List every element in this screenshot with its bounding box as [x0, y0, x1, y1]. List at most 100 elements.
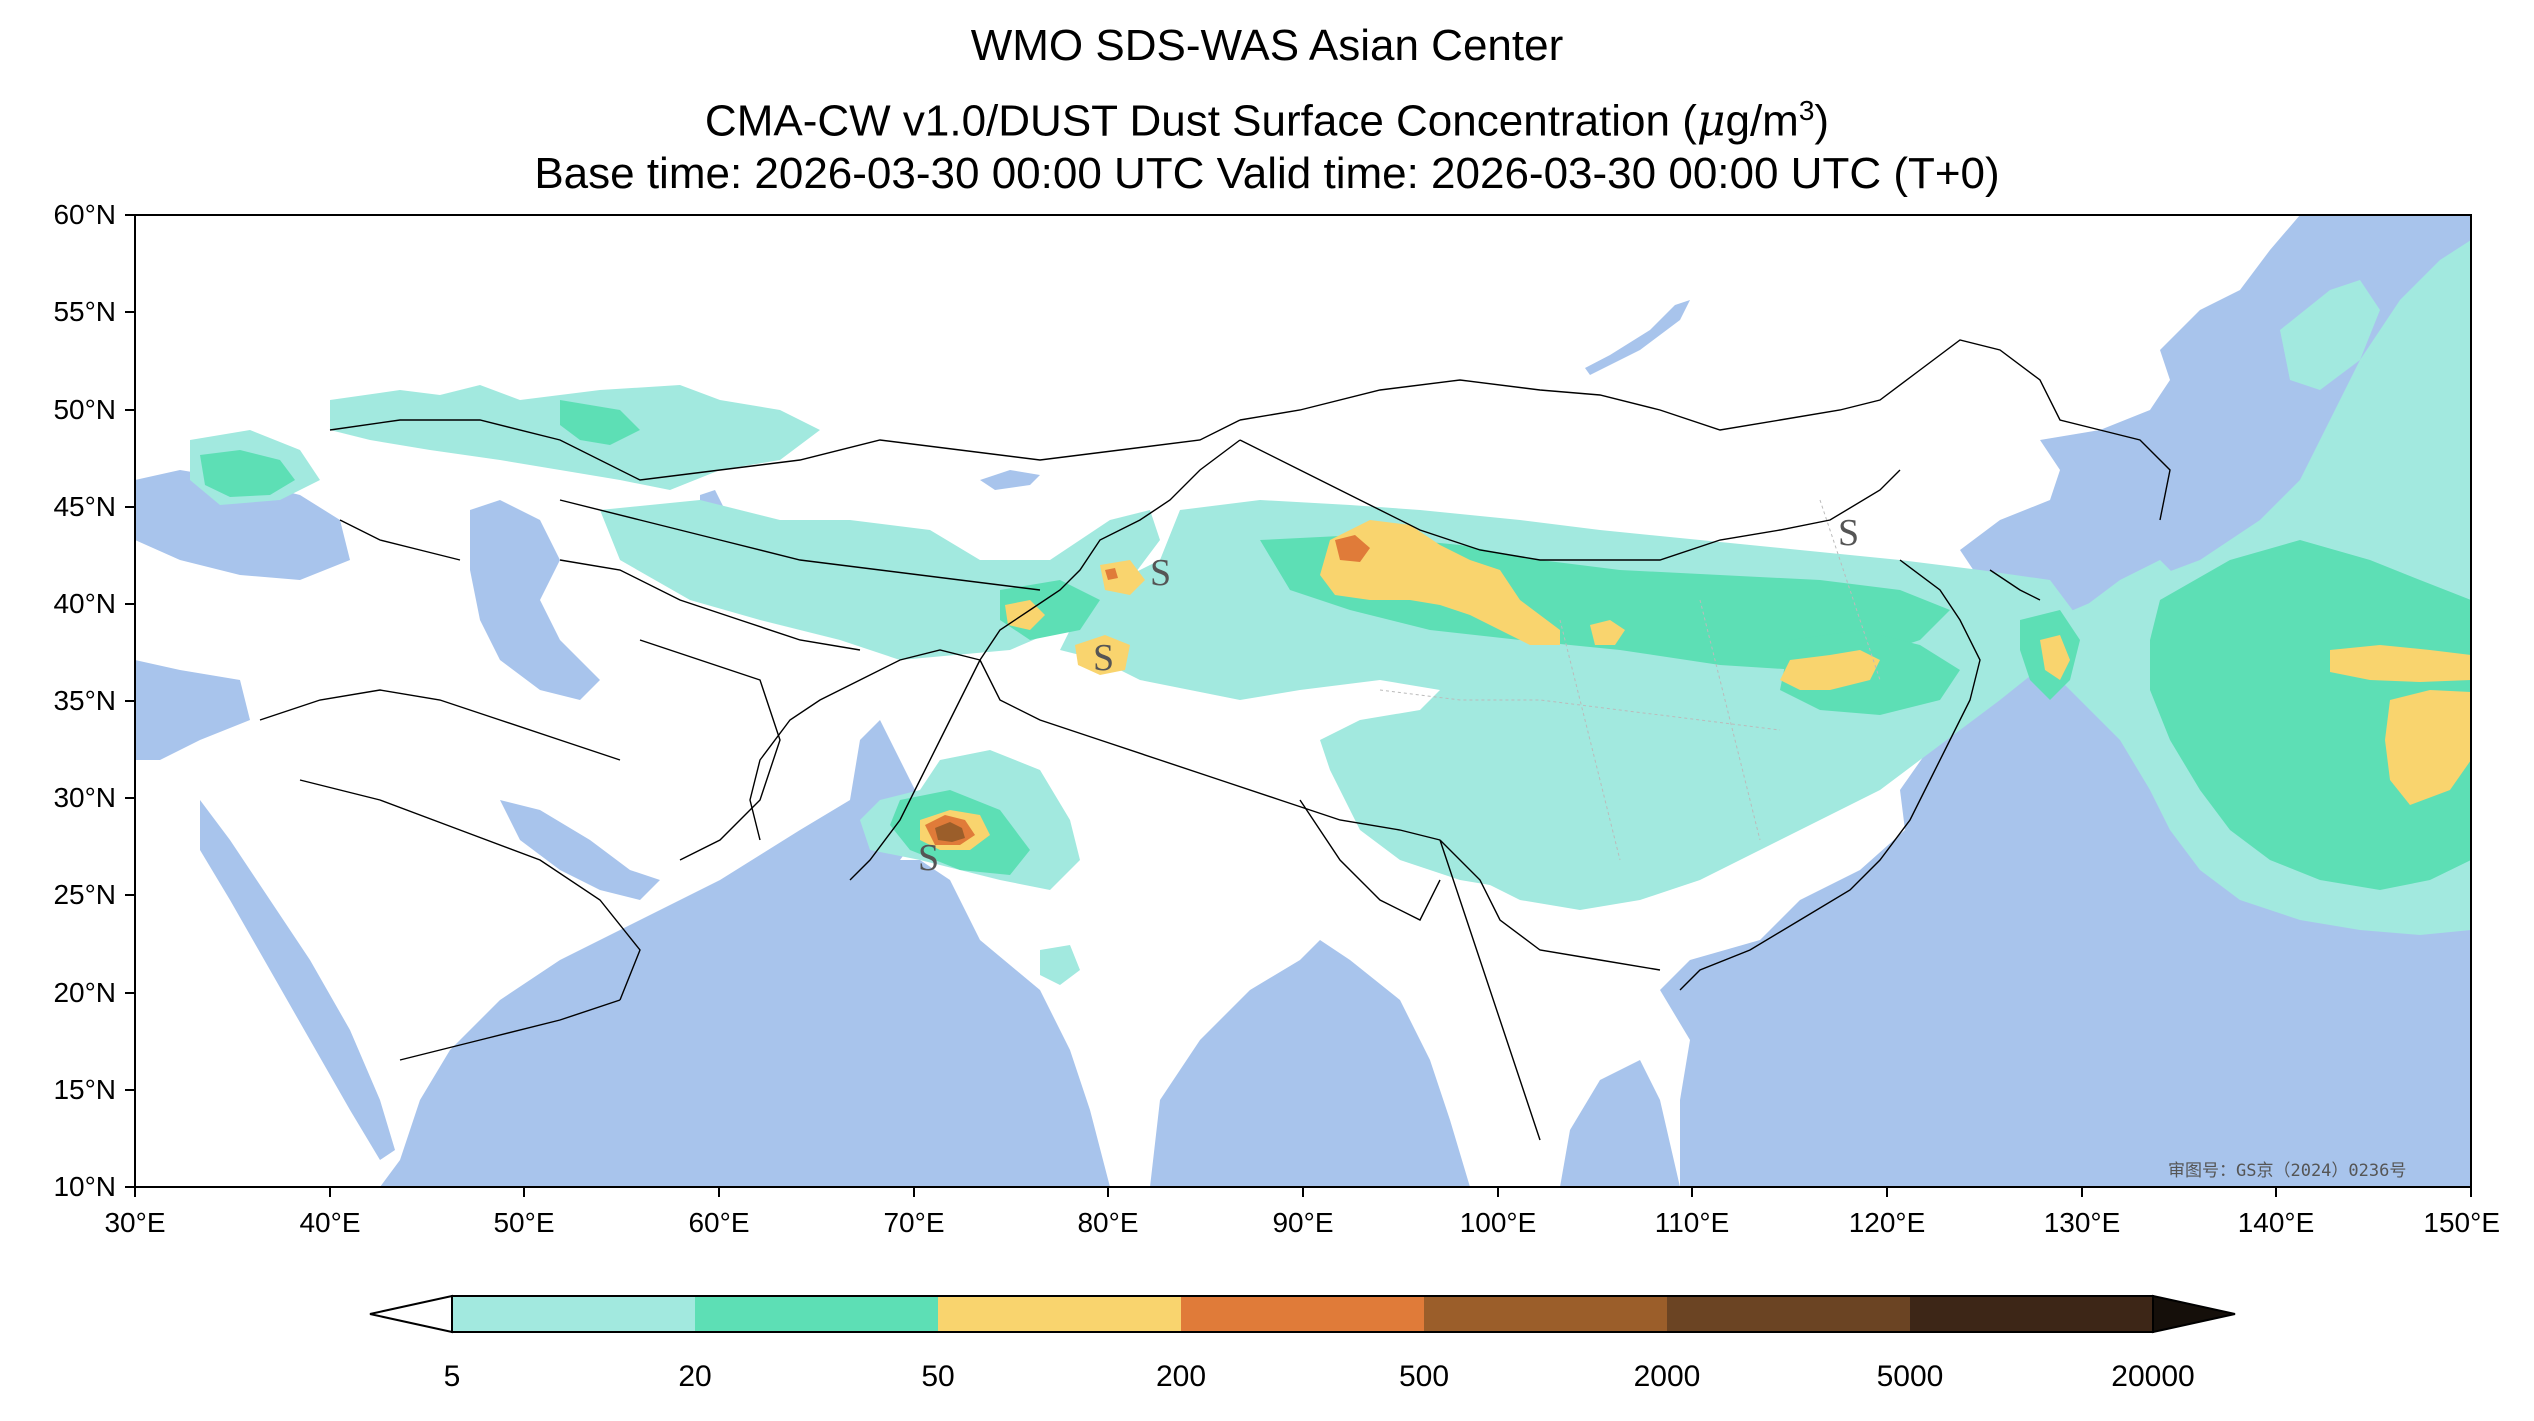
storm-markers: S S S S: [918, 512, 1859, 879]
border-mongolia-china: [1239, 439, 1901, 561]
dust-area-north-china: [1780, 650, 1880, 690]
storm-marker: S: [1150, 552, 1171, 594]
lat-tick-label: 10°N: [53, 1171, 116, 1202]
dust-area-pacific-yellow-1: [2330, 645, 2471, 682]
province-line-1: [1379, 689, 1781, 731]
lon-tick-label: 70°E: [883, 1207, 945, 1238]
lat-tick-label: 45°N: [53, 491, 116, 522]
lon-tick-label: 60°E: [688, 1207, 750, 1238]
colorbar-swatch: [938, 1296, 1181, 1332]
map-subtitle: CMA-CW v1.0/DUST Dust Surface Concentrat…: [0, 85, 2534, 148]
dust-area-inner-mongolia: [1590, 620, 1625, 645]
lon-tick-label: 90°E: [1272, 1207, 1334, 1238]
dust-area-tarim-yellow: [1075, 635, 1130, 675]
border-pakistan-afghanistan: [749, 649, 981, 841]
dust-area-sea-of-japan: [2080, 560, 2180, 640]
border-caucasus: [339, 519, 461, 561]
province-line-2: [1559, 619, 1621, 861]
dust-area-pacific-yellow-2: [2385, 690, 2471, 805]
colorbar-level-label: 2000: [1633, 1360, 1701, 1393]
lon-tick-label: 140°E: [2237, 1207, 2315, 1238]
lat-tick-label: 40°N: [53, 588, 116, 619]
lon-tick-label: 100°E: [1459, 1207, 1537, 1238]
black-sea: [135, 470, 350, 580]
lat-tick-label: 15°N: [53, 1074, 116, 1105]
colorbar-level-label: 500: [1398, 1360, 1450, 1393]
red-sea: [200, 800, 395, 1160]
lon-tick-label: 110°E: [1654, 1207, 1730, 1238]
gulf-of-thailand: [1560, 1060, 1680, 1187]
lon-tick-label: 40°E: [299, 1207, 361, 1238]
persian-gulf: [500, 800, 660, 900]
lon-tick-label: 120°E: [1848, 1207, 1926, 1238]
colorbar-swatch: [1424, 1296, 1667, 1332]
colorbar-swatch: [1667, 1296, 1910, 1332]
colorbar-swatch: [695, 1296, 938, 1332]
colorbar-level-label: 5000: [1876, 1360, 1944, 1393]
dust-area-kazakhstan: [560, 400, 640, 445]
lon-tick-label: 30°E: [104, 1207, 166, 1238]
colorbar-level-label: 5: [443, 1360, 461, 1393]
lon-ticks: [134, 1187, 2472, 1197]
storm-marker: S: [918, 837, 939, 879]
lon-tick-label: 150°E: [2423, 1207, 2500, 1238]
lat-ticks: [125, 214, 135, 1188]
dust-area-india-small: [1040, 945, 1080, 985]
subtitle-text: CMA-CW v1.0/DUST Dust Surface Concentrat…: [704, 96, 1697, 146]
province-borders: [1379, 499, 1881, 861]
border-russia-mongolia: [1239, 339, 2171, 521]
dust-area-pacific-central: [2150, 540, 2471, 890]
dust-area-korea-yellow: [2040, 635, 2070, 680]
colorbar-under-arrow: [369, 1294, 453, 1334]
colorbar-level-label: 20000: [2111, 1360, 2195, 1393]
dust-area-europe: [330, 385, 820, 490]
border-china-southeast-asia: [1439, 839, 1661, 971]
colorbar-swatch: [1181, 1296, 1424, 1332]
colorbar-over-arrow: [2152, 1294, 2236, 1334]
arabian-sea: [380, 720, 1110, 1187]
border-korea: [1989, 569, 2041, 601]
dust-level-500: [935, 822, 965, 842]
dust-area-sichuan: [1460, 780, 1760, 910]
colorbar-frame: [451, 1295, 2154, 1333]
map-time-line: Base time: 2026-03-30 00:00 UTC Valid ti…: [534, 149, 2000, 198]
colorbar-level-label: 50: [921, 1360, 955, 1393]
caspian-sea: [470, 500, 600, 700]
map-approval-number: 审图号：GS京（2024）0236号: [2168, 1161, 2407, 1181]
border-china-central-asia: [979, 439, 1241, 661]
coastline-china: [1679, 559, 1981, 991]
dust-contours: [190, 240, 2471, 985]
colorbar-swatch: [1910, 1296, 2153, 1332]
lat-tick-label: 55°N: [53, 296, 116, 327]
map-title: WMO SDS-WAS Asian Center: [970, 21, 1564, 70]
colorbar-level-label: 200: [1155, 1360, 1207, 1393]
lon-tick-label: 80°E: [1077, 1207, 1139, 1238]
colorbar: [369, 1294, 2236, 1334]
country-borders: [259, 339, 2171, 1141]
subtitle-exp: 3: [1798, 95, 1815, 126]
dust-area-gobi-orange: [1335, 535, 1370, 562]
border-india-pakistan: [849, 659, 981, 881]
lake-baikal: [1585, 300, 1690, 375]
lon-tick-label: 130°E: [2043, 1207, 2121, 1238]
storm-marker: S: [1093, 637, 1114, 679]
lake-balkhash: [980, 470, 1040, 490]
lat-tick-label: 20°N: [53, 977, 116, 1008]
subtitle-mu: μ: [1696, 95, 1726, 147]
dust-area-small-orange: [1105, 568, 1118, 580]
storm-marker: S: [1838, 512, 1859, 554]
colorbar-level-label: 20: [678, 1360, 712, 1393]
dust-area-pakistan-brown: [935, 822, 965, 842]
bay-of-bengal: [1150, 940, 1470, 1187]
border-yemen: [399, 999, 621, 1061]
dust-area-crimea: [200, 450, 295, 497]
colorbar-swatch: [452, 1296, 695, 1332]
border-iraq-syria: [259, 689, 621, 761]
province-line-3: [1699, 599, 1761, 841]
subtitle-close: ): [1814, 96, 1830, 146]
border-saudi: [299, 779, 641, 1001]
border-iran: [639, 639, 781, 861]
border-myanmar-thailand: [1439, 839, 1541, 1141]
lon-tick-label: 50°E: [493, 1207, 555, 1238]
